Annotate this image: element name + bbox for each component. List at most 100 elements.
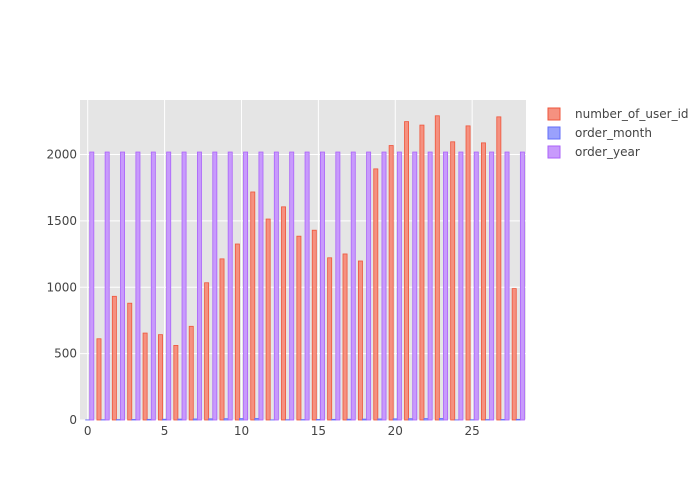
x-tick-label: 15 [311, 424, 326, 438]
bar-number-of-user-id[interactable] [465, 125, 471, 421]
bar-order-month[interactable] [146, 418, 152, 421]
bar-order-month[interactable] [500, 419, 506, 421]
bar-number-of-user-id[interactable] [342, 253, 348, 421]
bar-number-of-user-id[interactable] [204, 282, 210, 421]
bar-number-of-user-id[interactable] [511, 288, 517, 421]
bar-number-of-user-id[interactable] [111, 295, 117, 421]
bar-order-year[interactable] [412, 151, 418, 421]
bar-order-year[interactable] [427, 151, 433, 421]
bar-number-of-user-id[interactable] [173, 345, 179, 421]
bar-number-of-user-id[interactable] [265, 218, 271, 421]
bar-number-of-user-id[interactable] [219, 258, 225, 421]
bar-order-year[interactable] [519, 151, 525, 421]
bar-order-year[interactable] [335, 151, 341, 421]
bar-number-of-user-id[interactable] [250, 191, 256, 421]
bar-order-month[interactable] [315, 419, 321, 421]
legend-item-order-month[interactable]: order_month [547, 126, 652, 140]
bar-order-month[interactable] [254, 418, 260, 421]
y-tick-label: 0 [69, 413, 77, 427]
bar-number-of-user-id[interactable] [311, 229, 317, 421]
bar-order-month[interactable] [408, 418, 414, 421]
bar-order-year[interactable] [320, 151, 325, 421]
legend[interactable]: number_of_user_id order_month order_year [547, 107, 689, 159]
bar-number-of-user-id[interactable] [357, 260, 363, 421]
y-tick-label: 1500 [46, 214, 77, 228]
bar-number-of-user-id[interactable] [234, 243, 240, 421]
x-tick-label: 20 [388, 424, 403, 438]
bar-order-year[interactable] [350, 151, 356, 421]
bar-number-of-user-id[interactable] [496, 116, 502, 421]
y-axis: 0 500 1000 1500 2000 [46, 148, 77, 427]
bar-number-of-user-id[interactable] [142, 332, 148, 421]
bar-number-of-user-id[interactable] [96, 338, 102, 421]
bar-order-month[interactable] [192, 418, 198, 421]
bar-order-month[interactable] [515, 418, 521, 421]
x-tick-label: 5 [161, 424, 169, 438]
bar-number-of-user-id[interactable] [434, 115, 440, 421]
y-tick-label: 500 [54, 347, 77, 361]
bar-number-of-user-id[interactable] [388, 145, 394, 421]
bar-order-year[interactable] [150, 151, 156, 421]
bar-order-year[interactable] [473, 151, 479, 421]
legend-label: number_of_user_id [575, 107, 689, 121]
bar-order-year[interactable] [504, 151, 510, 421]
bar-order-year[interactable] [366, 151, 372, 421]
x-tick-label: 10 [234, 424, 249, 438]
bar-number-of-user-id[interactable] [296, 235, 302, 421]
bar-number-of-user-id[interactable] [373, 168, 379, 421]
bar-order-year[interactable] [181, 151, 187, 421]
bar-order-year[interactable] [396, 151, 402, 421]
bar-order-year[interactable] [243, 151, 249, 421]
bar-order-month[interactable] [131, 419, 137, 421]
legend-swatch [547, 107, 561, 121]
y-tick-label: 1000 [46, 280, 77, 294]
bar-number-of-user-id[interactable] [480, 142, 486, 421]
legend-label: order_month [575, 126, 652, 140]
y-tick-label: 2000 [46, 148, 77, 162]
x-tick-label: 0 [84, 424, 92, 438]
bar-order-year[interactable] [489, 151, 495, 421]
bar-number-of-user-id[interactable] [404, 121, 409, 421]
bar-number-of-user-id[interactable] [188, 325, 194, 421]
bar-order-year[interactable] [135, 151, 141, 421]
bar-order-year[interactable] [289, 151, 295, 421]
bar-order-year[interactable] [212, 151, 218, 421]
bar-order-year[interactable] [120, 151, 125, 421]
bar-number-of-user-id[interactable] [158, 334, 163, 421]
x-axis: 0 5 10 15 20 25 [84, 424, 480, 438]
bar-order-month[interactable] [392, 418, 398, 421]
bar-order-month[interactable] [239, 418, 244, 421]
bar-order-year[interactable] [196, 151, 202, 421]
bar-number-of-user-id[interactable] [127, 302, 133, 421]
bar-order-month[interactable] [223, 418, 229, 421]
bar-order-year[interactable] [89, 151, 95, 421]
bar-order-month[interactable] [208, 418, 214, 421]
bar-order-month[interactable] [331, 418, 337, 421]
bar-order-month[interactable] [377, 418, 383, 421]
bar-order-year[interactable] [258, 151, 264, 421]
x-tick-label: 25 [465, 424, 480, 438]
legend-label: order_year [575, 145, 640, 159]
bar-order-month[interactable] [162, 418, 168, 421]
bar-order-year[interactable] [458, 151, 464, 421]
bar-order-month[interactable] [362, 418, 367, 421]
legend-item-order-year[interactable]: order_year [547, 145, 640, 159]
bar-number-of-user-id[interactable] [327, 257, 333, 421]
bar-order-year[interactable] [304, 151, 310, 421]
bar-order-year[interactable] [443, 151, 448, 421]
legend-item-number-of-user-id[interactable]: number_of_user_id [547, 107, 689, 121]
bar-order-year[interactable] [273, 151, 279, 421]
bar-number-of-user-id[interactable] [419, 124, 425, 421]
bar-order-year[interactable] [166, 151, 172, 421]
bar-order-year[interactable] [381, 151, 387, 421]
bar-order-year[interactable] [227, 151, 233, 421]
bar-order-month[interactable] [177, 418, 183, 421]
legend-swatch [547, 126, 561, 140]
bar-order-month[interactable] [438, 418, 444, 421]
bar-order-year[interactable] [104, 151, 110, 421]
bar-order-month[interactable] [346, 418, 352, 421]
bar-number-of-user-id[interactable] [281, 206, 286, 421]
bar-number-of-user-id[interactable] [450, 141, 456, 421]
bar-order-month[interactable] [423, 418, 429, 421]
